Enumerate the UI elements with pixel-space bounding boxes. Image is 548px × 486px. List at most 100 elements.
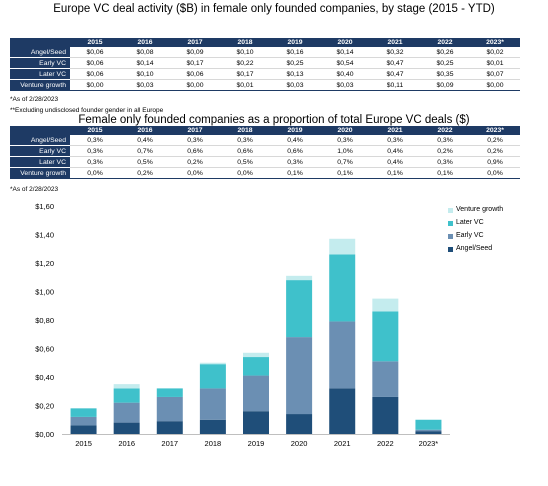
- table-cell: 0,3%: [320, 135, 370, 146]
- x-tick-label: 2022: [377, 439, 394, 448]
- column-header: 2023*: [470, 126, 520, 135]
- row-label: Angel/Seed: [10, 135, 70, 146]
- bar-segment-venture-growth: [372, 298, 399, 312]
- table-cell: $0,54: [320, 57, 370, 69]
- legend-swatch: [448, 208, 453, 213]
- table-cell: 0,4%: [370, 145, 420, 157]
- stacked-bar-chart: $0,00 $0,20 $0,40 $0,60 $0,80 $1,00 $1,20 $1,40…: [35, 202, 450, 448]
- table-cell: $0,03: [320, 79, 370, 91]
- table-cell: $0,17: [220, 68, 270, 80]
- bar-segment-angel-seed: [372, 396, 399, 434]
- bar-segment-later-vc: [415, 419, 442, 430]
- bar-segment-angel-seed: [286, 414, 313, 434]
- bar-segment-later-vc: [70, 408, 97, 417]
- column-header: 2020: [320, 126, 370, 135]
- bar-segment-angel-seed: [243, 411, 269, 434]
- column-header: 2018: [220, 38, 270, 47]
- table-cell: $0,17: [170, 57, 220, 69]
- table-cell: $0,35: [420, 68, 470, 80]
- bar-segment-later-vc: [113, 388, 140, 403]
- table-cell: $0,01: [470, 57, 520, 69]
- table-cell: $0,00: [470, 79, 520, 91]
- bar-segment-later-vc: [243, 357, 269, 376]
- table-cell: 0,3%: [70, 145, 120, 157]
- y-tick-label: $0,00: [35, 430, 54, 439]
- table-cell: 1,0%: [320, 145, 370, 157]
- bar-segment-angel-seed: [329, 388, 356, 434]
- table-cell: $0,01: [220, 79, 270, 91]
- table-cell: $0,47: [370, 68, 420, 80]
- table-cell: $0,10: [220, 47, 270, 58]
- table-cell: 0,2%: [120, 167, 170, 179]
- table-cell: $0,07: [470, 68, 520, 80]
- table-cell: 0,0%: [70, 167, 120, 179]
- y-tick-label: $0,20: [35, 402, 54, 411]
- table1-note-asof: *As of 2/28/2023: [10, 96, 59, 103]
- column-header: 2017: [170, 38, 220, 47]
- table-cell: $0,06: [70, 47, 120, 58]
- bar-segment-venture-growth: [329, 238, 356, 255]
- table-cell: 0,6%: [170, 145, 220, 157]
- table-cell: $0,06: [170, 68, 220, 80]
- table-cell: $0,08: [120, 47, 170, 58]
- legend-label: Early VC: [456, 232, 484, 239]
- table-row: Early VC $0,06 $0,14 $0,17 $0,22 $0,25 $0,54 $0…: [10, 57, 520, 69]
- y-tick-label: $1,00: [35, 288, 54, 297]
- table-cell: 0,3%: [370, 135, 420, 146]
- table-cell: 0,4%: [370, 156, 420, 168]
- table-cell: $0,26: [420, 47, 470, 58]
- bar-segment-early-vc: [70, 416, 97, 426]
- table-cell: 0,6%: [270, 145, 320, 157]
- table-cell: $0,14: [320, 47, 370, 58]
- column-header: 2022: [420, 38, 470, 47]
- table-cell: 0,3%: [270, 156, 320, 168]
- y-tick-label: $1,60: [35, 202, 54, 211]
- table-cell: $0,47: [370, 57, 420, 69]
- bar-segment-angel-seed: [156, 421, 183, 434]
- bar-segment-venture-growth: [286, 275, 313, 281]
- table-cell: 0,4%: [270, 135, 320, 146]
- column-header: 2018: [220, 126, 270, 135]
- table-cell: $0,10: [120, 68, 170, 80]
- y-tick-label: $0,40: [35, 373, 54, 382]
- y-tick-label: $1,20: [35, 259, 54, 268]
- column-header: 2023*: [470, 38, 520, 47]
- table-cell: 0,0%: [470, 167, 520, 179]
- table2-note-asof: *As of 2/28/2023: [10, 186, 59, 193]
- legend-swatch: [448, 247, 453, 252]
- table-cell: $0,13: [270, 68, 320, 80]
- table-cell: $0,06: [70, 68, 120, 80]
- bar-segment-later-vc: [156, 388, 183, 397]
- column-header: 2017: [170, 126, 220, 135]
- bar-segment-venture-growth: [113, 384, 140, 389]
- column-header: 2016: [120, 126, 170, 135]
- bar-segment-later-vc: [199, 364, 226, 389]
- column-header: 2022: [420, 126, 470, 135]
- row-label: Early VC: [10, 57, 70, 69]
- bar-segment-early-vc: [156, 396, 183, 422]
- bar-segment-early-vc: [199, 388, 226, 420]
- table-cell: $0,14: [120, 57, 170, 69]
- column-header: 2015: [70, 38, 120, 47]
- table-cell: 0,1%: [270, 167, 320, 179]
- table-cell: $0,03: [270, 79, 320, 91]
- row-label: Early VC: [10, 145, 70, 157]
- table-cell: 0,7%: [120, 145, 170, 157]
- column-header: 2016: [120, 38, 170, 47]
- x-tick-label: 2015: [75, 439, 92, 448]
- table-cell: $0,03: [120, 79, 170, 91]
- table-cell: 0,0%: [220, 167, 270, 179]
- table-cell: 0,3%: [420, 156, 470, 168]
- table-cell: $0,11: [370, 79, 420, 91]
- bar-segment-venture-growth: [199, 362, 226, 365]
- table-cell: $0,00: [170, 79, 220, 91]
- column-header: 2021: [370, 38, 420, 47]
- table-cell: $0,16: [270, 47, 320, 58]
- table-row: Later VC 0,3% 0,5% 0,2% 0,5% 0,3% 0,7% 0,4% 0,3%…: [10, 156, 520, 168]
- y-tick-label: $0,80: [35, 316, 54, 325]
- x-tick-label: 2016: [118, 439, 135, 448]
- table-cell: 0,5%: [220, 156, 270, 168]
- column-header: 2021: [370, 126, 420, 135]
- column-header: 2019: [270, 126, 320, 135]
- y-tick-label: $0,60: [35, 345, 54, 354]
